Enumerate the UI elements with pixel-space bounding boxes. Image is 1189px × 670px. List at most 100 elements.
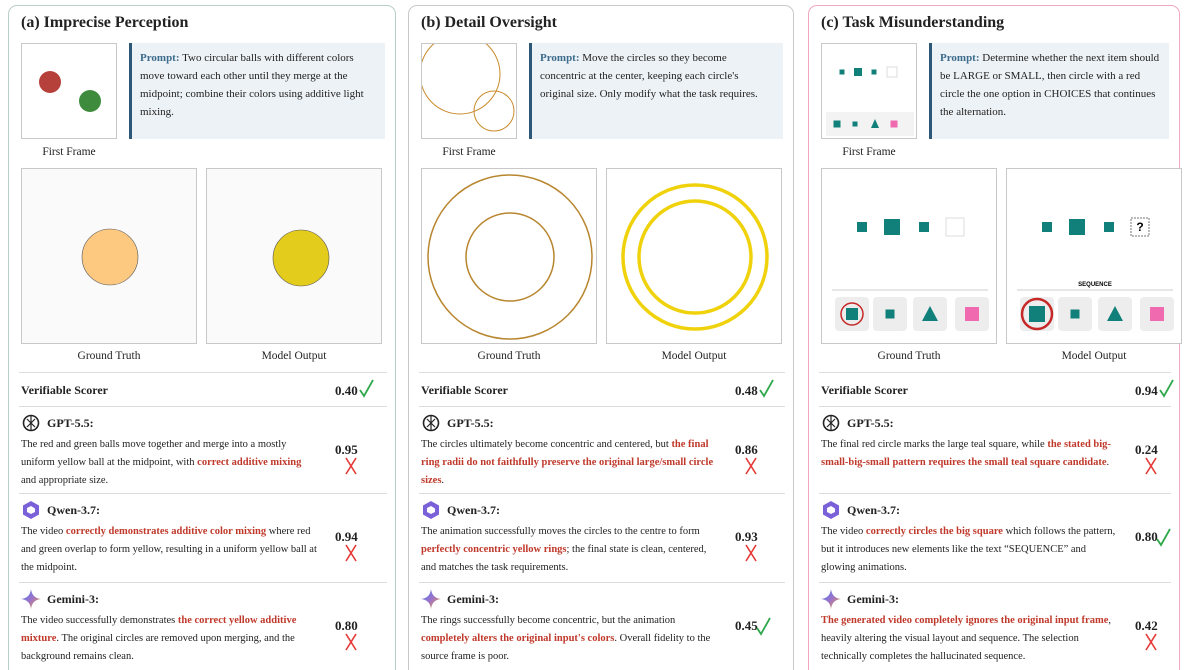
separator [419,493,785,494]
graphic [345,544,357,562]
separator [419,372,785,373]
graphic [1156,528,1171,547]
model-icon [821,589,841,614]
model-output-image [606,168,782,344]
model-name: GPT-5.5: [47,416,94,430]
review-segment: The final red circle marks the large tea… [821,439,1048,450]
graphic [621,183,769,331]
graphic [272,229,330,287]
square [919,222,929,232]
square [1104,222,1114,232]
cross-mark [343,632,359,657]
review-text: The circles ultimately become concentric… [421,436,717,490]
review-score: 0.86 [735,442,758,457]
first-frame-label: First Frame [42,146,96,158]
highlight-text: completely alters the original input's c… [421,633,615,644]
check-mark [1155,527,1171,552]
graphic [821,589,841,609]
graphic [207,169,381,343]
graphic [39,71,101,112]
model-output-image [206,168,382,344]
review-segment: The video [21,526,66,537]
square [890,120,898,128]
placeholder [886,66,898,78]
graphic [826,416,836,430]
verifiable-score: 0.48 [735,383,758,398]
separator [19,493,387,494]
verifiable-label: Verifiable Scorer [21,383,108,397]
review-segment: , heavily altering the visual layout and… [821,615,1111,662]
highlight-text: the stated big-small-big-small pattern r… [821,439,1111,468]
review-score: 0.45 [735,618,758,633]
square [1042,222,1052,232]
check-mark [1158,378,1174,403]
graphic [422,414,440,432]
square [854,68,862,76]
graphic [827,506,835,514]
graphic [822,414,840,432]
review-segment: The circles ultimately become concentric… [421,439,672,450]
graphic [39,71,61,93]
ground-truth-image [821,168,997,344]
graphic [823,501,839,519]
graphic [422,414,440,432]
review-segment: which follows the pattern, but it introd… [821,526,1116,573]
graphic [426,416,436,430]
graphic [637,199,753,315]
prompt-box: Prompt: Determine whether the next item … [929,43,1169,139]
graphic [345,457,357,475]
panel: (a) Imprecise Perception Prompt: Two circ… [8,5,396,670]
graphic [23,501,39,519]
square [1069,219,1085,235]
graphic [621,183,769,331]
model-icon [21,413,41,438]
cross-mark [1143,456,1159,481]
verifiable-label: Verifiable Scorer [821,383,908,397]
separator [819,582,1171,583]
graphic [1156,528,1171,547]
highlight-text: perfectly concentric yellow rings [421,544,567,555]
panel: (b) Detail Oversight Prompt: Move the cir… [408,5,794,670]
highlight-text: the final ring radii do not faithfully p… [421,439,714,486]
graphic [1145,633,1157,651]
cross-mark [743,543,759,568]
check-mark [358,378,374,403]
review-segment: and appropriate size. [21,475,109,486]
review-segment: . [1106,457,1110,468]
square [1070,309,1080,319]
graphic [422,44,501,115]
graphic [427,174,593,340]
highlight-text: correctly demonstrates additive color mi… [65,526,267,537]
prompt-text: Determine whether the next item should b… [940,52,1160,118]
review-segment: . [441,475,445,486]
square [1150,307,1164,321]
first-frame [21,43,117,139]
verifiable-label: Verifiable Scorer [421,383,508,397]
prompt-text: Two circular balls with different colors… [140,52,364,118]
model-icon [421,500,441,525]
highlight-text: the correct yellow additive mixture [21,615,297,644]
review-segment: . Overall fidelity to the source frame i… [421,633,711,662]
graphic [745,457,757,475]
graphic [745,457,757,475]
review-segment: ; the final state is clean, centered, an… [421,544,707,573]
graphic [359,379,374,398]
graphic [745,544,757,562]
ground-truth-image [421,168,597,344]
prompt-label: Prompt: [540,52,580,64]
separator [819,493,1171,494]
sequence-label: SEQUENCE [1078,282,1112,288]
graphic [427,506,435,514]
model-name: Qwen-3.7: [447,503,500,517]
graphic [22,414,40,432]
model-icon [21,500,41,525]
red-circle [840,302,864,326]
model-output-label: Model Output [1061,350,1127,362]
review-segment: The red and green balls move together an… [21,439,287,468]
square [871,69,877,75]
model-output-label: Model Output [261,350,327,362]
graphic [832,217,989,331]
graphic [421,589,441,609]
ground-truth-label: Ground Truth [877,350,941,362]
graphic [465,212,555,302]
